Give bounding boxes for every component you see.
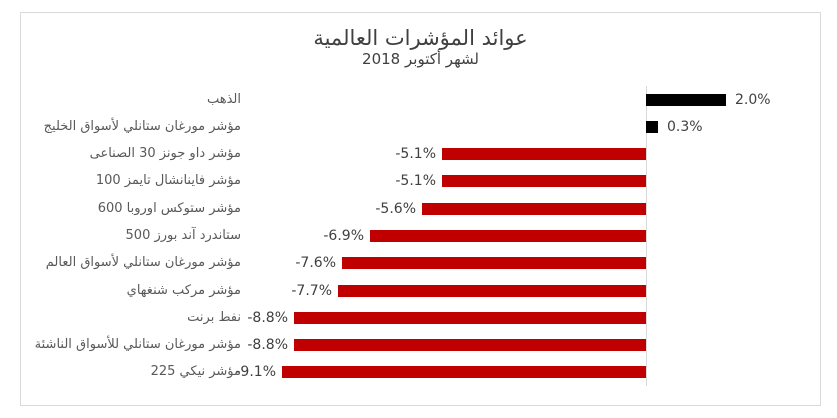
category-label: مؤشر مركب شنغهاي <box>126 282 241 298</box>
negative-bar <box>342 257 646 270</box>
value-label: -7.7% <box>291 282 332 299</box>
value-label: 0.3% <box>667 118 703 135</box>
plot-area: الذهب 2.0% مؤشر مورغان ستانلي لأسواق الخلي… <box>21 13 820 405</box>
category-label: مؤشر داو جونز 30 الصناعى <box>89 146 241 162</box>
negative-bar <box>294 339 646 352</box>
chart-title: عوائد المؤشرات العالمية <box>313 26 528 50</box>
positive-bar <box>646 93 726 106</box>
value-label: -5.6% <box>375 200 416 217</box>
category-label: مؤشر مورغان ستانلي لأسواق العالم <box>45 255 241 271</box>
chart-area: عوائد المؤشرات العالمية لشهر أكتوبر 2018… <box>20 12 821 406</box>
negative-bar <box>442 175 646 188</box>
category-label: مؤشر نيكي 225 <box>150 364 241 380</box>
value-label: -6.9% <box>323 228 364 244</box>
category-label: الذهب <box>206 91 241 107</box>
negative-bar <box>370 230 646 242</box>
negative-bar <box>282 366 646 379</box>
category-label: مؤشر فاينانشال تايمز 100 <box>95 173 241 189</box>
zero-axis-line <box>646 86 647 386</box>
category-label: مؤشر مورغان ستانلي لأسواق الخليج <box>43 118 241 134</box>
category-label: مؤشر مورغان ستانلي للأسواق الناشئة <box>34 337 241 353</box>
chart-subtitle: لشهر أكتوبر 2018 <box>362 50 479 68</box>
positive-bar <box>646 120 658 133</box>
category-label: نفط برنت <box>187 309 241 325</box>
negative-bar <box>422 202 646 215</box>
negative-bar <box>442 148 646 161</box>
value-label: -5.1% <box>395 173 436 190</box>
negative-bar <box>294 311 646 324</box>
value-label: -8.8% <box>247 337 288 354</box>
value-label: -7.6% <box>295 255 336 272</box>
value-label: 2.0% <box>735 91 771 108</box>
category-label: ستاندرد آند بورز 500 <box>125 228 241 243</box>
value-label: -5.1% <box>395 146 436 163</box>
negative-bar <box>338 284 646 297</box>
value-label: -8.8% <box>247 309 288 326</box>
value-label: -9.1% <box>235 364 276 381</box>
category-label: مؤشر ستوكس اوروبا 600 <box>97 200 241 216</box>
